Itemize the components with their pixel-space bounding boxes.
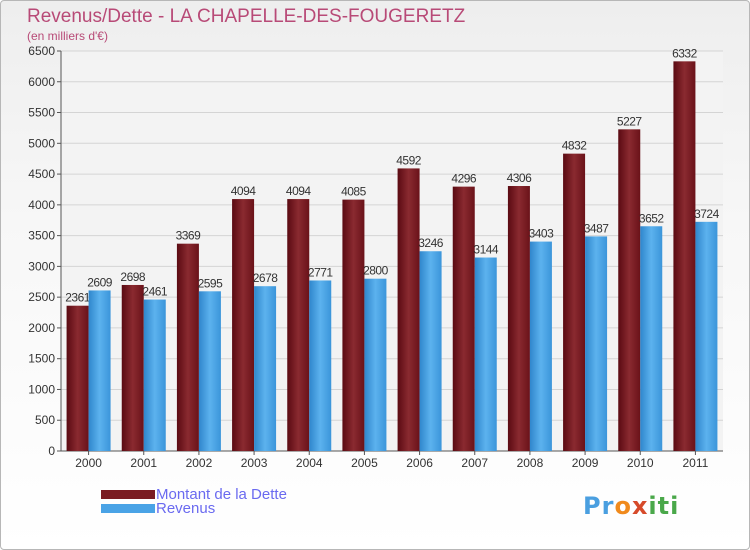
debt-value-label: 2698 <box>120 270 146 284</box>
debt-value-label: 2361 <box>65 291 91 305</box>
legend-swatch-revenue <box>101 504 155 513</box>
x-tick-label: 2002 <box>186 456 213 470</box>
revenue-bar <box>529 241 552 451</box>
debt-bar <box>287 199 310 451</box>
debt-value-label: 3369 <box>176 229 202 243</box>
x-tick-label: 2009 <box>572 456 599 470</box>
debt-value-label: 6332 <box>672 46 698 60</box>
debt-value-label: 5227 <box>617 114 643 128</box>
debt-bar <box>563 153 586 451</box>
debt-value-label: 4085 <box>341 185 367 199</box>
x-tick-label: 2008 <box>517 456 544 470</box>
revenue-bar <box>88 290 111 451</box>
revenue-bar <box>364 278 387 451</box>
debt-bar <box>397 168 420 451</box>
logo-letter: t <box>657 492 671 520</box>
debt-bar <box>452 186 475 451</box>
y-tick-label: 6000 <box>28 75 55 89</box>
debt-bar <box>673 61 696 451</box>
x-tick-label: 2007 <box>461 456 488 470</box>
y-tick-label: 3000 <box>28 259 55 273</box>
y-tick-label: 4500 <box>28 167 55 181</box>
debt-value-label: 4094 <box>231 184 257 198</box>
x-tick-label: 2004 <box>296 456 323 470</box>
proxiti-logo: Proxiti <box>583 492 679 520</box>
y-tick-label: 4000 <box>28 198 55 212</box>
revenue-bar <box>254 286 277 451</box>
x-tick-label: 2000 <box>75 456 102 470</box>
debt-value-label: 4306 <box>507 171 533 185</box>
logo-letter: i <box>648 492 658 520</box>
y-tick-label: 3500 <box>28 229 55 243</box>
debt-bar <box>342 199 365 451</box>
x-tick-label: 2001 <box>130 456 157 470</box>
legend-label-debt: Montant de la Dette <box>156 486 287 503</box>
debt-bar <box>618 129 641 452</box>
revenue-value-label: 2771 <box>308 265 334 279</box>
revenue-bar <box>143 299 166 451</box>
revenue-bar <box>695 221 718 451</box>
logo-letter: P <box>583 492 602 520</box>
revenue-bar <box>585 236 608 451</box>
plot-area <box>61 51 723 451</box>
y-tick-label: 1000 <box>28 382 55 396</box>
revenue-value-label: 2595 <box>198 276 224 290</box>
chart-subtitle: (en milliers d'€) <box>27 29 108 43</box>
chart-title: Revenus/Dette - LA CHAPELLE-DES-FOUGERET… <box>27 6 466 27</box>
x-tick-label: 2003 <box>241 456 268 470</box>
revenue-value-label: 3403 <box>529 227 555 241</box>
debt-value-label: 4832 <box>562 139 588 153</box>
logo-letter: r <box>601 492 615 520</box>
x-tick-label: 2005 <box>351 456 378 470</box>
debt-bar <box>66 305 89 451</box>
y-tick-label: 5000 <box>28 136 55 150</box>
revenue-value-label: 3144 <box>473 243 499 257</box>
revenue-value-label: 2609 <box>87 275 113 289</box>
revenue-value-label: 2800 <box>363 264 389 278</box>
debt-bar <box>121 284 144 451</box>
y-tick-label: 2500 <box>28 290 55 304</box>
debt-value-label: 4296 <box>451 172 477 186</box>
x-tick-label: 2010 <box>627 456 654 470</box>
y-tick-label: 0 <box>48 444 55 458</box>
x-tick-label: 2011 <box>683 456 709 470</box>
revenue-value-label: 3652 <box>639 211 665 225</box>
revenue-value-label: 3724 <box>694 207 720 221</box>
revenue-bar <box>309 280 332 451</box>
debt-value-label: 4094 <box>286 184 312 198</box>
revenue-value-label: 2678 <box>253 271 279 285</box>
debt-bar <box>507 186 530 451</box>
revenue-bar <box>419 251 442 451</box>
y-tick-label: 5500 <box>28 106 55 120</box>
y-tick-label: 6500 <box>28 44 55 58</box>
x-tick-label: 2006 <box>406 456 433 470</box>
revenue-bar <box>198 291 221 451</box>
revenue-value-label: 2461 <box>142 285 168 299</box>
revenue-value-label: 3487 <box>584 221 610 235</box>
y-tick-label: 2000 <box>28 321 55 335</box>
revenue-value-label: 3246 <box>418 236 444 250</box>
revenue-bar <box>474 257 497 451</box>
debt-value-label: 4592 <box>396 153 422 167</box>
y-tick-label: 1500 <box>28 352 55 366</box>
legend-label-revenue: Revenus <box>156 500 216 517</box>
legend-swatch-debt <box>101 490 155 499</box>
logo-letter: x <box>631 492 649 520</box>
logo-letter: o <box>614 492 632 520</box>
revenue-bar <box>640 226 663 451</box>
debt-bar <box>232 199 255 451</box>
y-tick-label: 500 <box>35 413 55 427</box>
debt-bar <box>176 243 199 451</box>
logo-letter: i <box>670 492 680 520</box>
